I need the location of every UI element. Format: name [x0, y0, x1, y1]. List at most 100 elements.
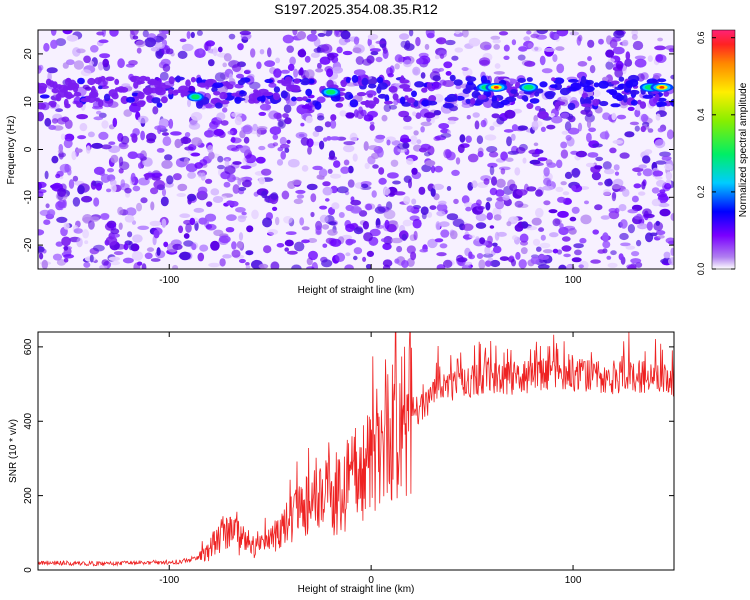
spectrogram-cell	[131, 133, 138, 143]
spectrogram-cell	[236, 241, 243, 249]
signal-band-cell	[399, 79, 410, 84]
spectrogram-cell	[177, 50, 188, 60]
signal-band-cell	[465, 76, 477, 82]
spectrogram-cell	[68, 179, 75, 189]
spectrogram-cell	[120, 135, 130, 145]
spectrogram-cell	[187, 99, 191, 108]
spectrogram-cell	[640, 125, 646, 133]
spectrogram-cell	[310, 52, 320, 58]
spectrogram-cell	[587, 152, 599, 158]
spectrogram-cell	[205, 223, 217, 231]
signal-band-cell	[264, 78, 274, 84]
spectrogram-cell	[154, 42, 165, 50]
spectrogram-cell	[232, 184, 240, 194]
signal-band-cell	[449, 74, 456, 82]
spectrogram-cell	[206, 201, 213, 208]
spectrogram-cell	[317, 62, 322, 70]
spectrogram-cell	[384, 219, 390, 230]
spectrogram-cell	[519, 233, 529, 243]
spectrogram-cell	[84, 240, 89, 245]
spectrogram-cell	[622, 39, 629, 47]
spectrogram-cell	[339, 110, 347, 117]
spectrogram-cell	[352, 47, 362, 54]
spectrogram-cell	[162, 132, 169, 136]
spectrogram-cell	[511, 39, 517, 46]
spectrogram-cell	[243, 94, 249, 104]
spectrogram-cell	[72, 197, 81, 207]
spectrogram-cell	[291, 179, 302, 186]
spectrogram-cell	[401, 233, 407, 242]
spectrogram-cell	[156, 148, 165, 153]
spectrogram-cell	[540, 234, 546, 241]
spectrogram-cell	[180, 136, 192, 145]
spectrogram-cell	[252, 123, 258, 131]
spectrogram-cell	[464, 261, 473, 266]
spectrogram-cell	[285, 231, 297, 236]
spectrogram-cell	[196, 30, 203, 36]
spectrogram-cell	[264, 60, 276, 67]
spectrogram-cell	[228, 33, 236, 40]
spectrogram-cell	[597, 181, 604, 186]
spectrogram-cell	[443, 259, 453, 268]
spectrogram-cell	[214, 72, 226, 82]
spectrogram-cell	[571, 185, 577, 191]
spectrogram-cell	[107, 168, 114, 173]
spectrogram-cell	[77, 185, 85, 195]
spectrogram-cell	[511, 124, 519, 132]
signal-band-cell	[248, 93, 258, 102]
spectrogram-cell	[328, 156, 338, 161]
spectrogram-cell	[636, 239, 642, 247]
spectrogram-cell	[101, 30, 106, 37]
spectrogram-cell	[258, 263, 269, 269]
spectrogram-cell	[242, 157, 247, 165]
spectrogram-cell	[280, 150, 287, 160]
spectrogram-cell	[440, 229, 450, 238]
spectrogram-cell	[598, 38, 604, 45]
spectrogram-cell	[327, 168, 333, 174]
colorbar-ticks: 0.0 0.2 0.4 0.6	[696, 31, 735, 275]
spectrogram-cell	[508, 216, 519, 223]
spectrogram-cell	[504, 109, 516, 119]
spectrogram-cell	[113, 251, 124, 256]
spectrogram-cell	[500, 168, 506, 175]
signal-band-cell	[105, 76, 115, 82]
spectrogram-cell	[369, 124, 375, 131]
signal-band-cell	[462, 88, 471, 94]
spectrogram-cell	[55, 241, 63, 247]
spectrogram-cell	[197, 186, 208, 195]
spectrogram-cell	[390, 237, 403, 244]
spectrogram-cell	[110, 260, 121, 266]
spectrogram-cell	[531, 120, 543, 127]
signal-band-cell	[399, 84, 411, 89]
spectrogram-cell	[161, 159, 173, 169]
signal-band-cell	[611, 80, 620, 85]
spectrogram-cell	[363, 141, 369, 151]
spectrogram-cell	[132, 35, 139, 40]
spectrogram-cell	[430, 187, 436, 197]
spectrogram-cell	[319, 214, 329, 223]
spectrogram-cell	[631, 30, 639, 36]
spectrogram-cell	[557, 196, 566, 203]
spectrogram-cell	[438, 123, 450, 130]
spectrogram-cell	[433, 93, 444, 103]
signal-band-cell	[300, 81, 310, 86]
spectrogram-cell	[595, 156, 604, 162]
spectrogram-cell	[375, 224, 384, 229]
spectrogram-cell	[237, 43, 244, 51]
snr-frame	[37, 331, 675, 571]
spectrogram-cell	[475, 222, 487, 229]
spectrogram-cell	[388, 193, 395, 197]
spectrogram-cell	[228, 73, 233, 81]
spectrogram-cell	[377, 148, 384, 158]
spectrogram-cell	[420, 206, 429, 215]
spectrogram-cell	[450, 230, 458, 240]
spectrogram-cell	[270, 261, 280, 269]
spectrogram-cell	[146, 138, 156, 144]
spectrogram-cell	[98, 39, 109, 44]
spectrogram-cell	[44, 170, 49, 180]
spectrogram-cell	[215, 121, 220, 128]
spectrogram-cell	[168, 118, 174, 129]
y-tick-label: 10	[23, 96, 34, 108]
spectrogram-cell	[602, 240, 611, 249]
spectrogram-cell	[430, 165, 436, 174]
